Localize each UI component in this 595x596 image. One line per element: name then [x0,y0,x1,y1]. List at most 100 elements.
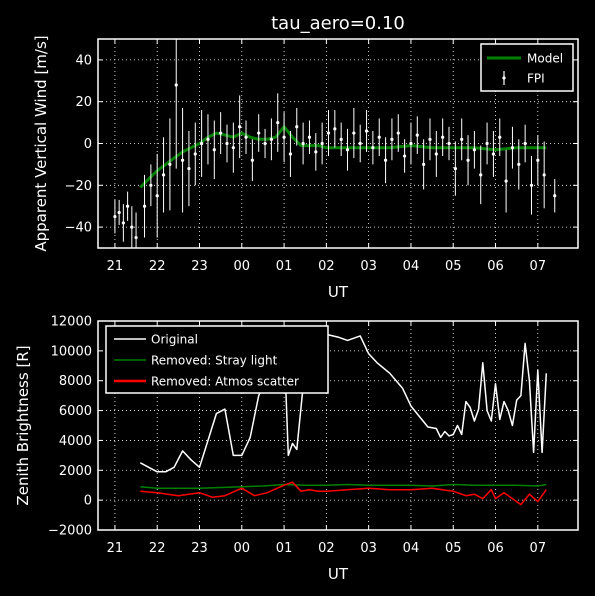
y-tick-label: 20 [75,95,92,110]
fpi-point [161,173,166,177]
x-tick-label: 00 [234,541,251,556]
legend-swatch-fpi-point [502,76,506,80]
fpi-point [250,158,254,162]
x-tick-label: 05 [445,541,462,556]
x-tick-label: 06 [487,259,504,274]
fpi-point [149,183,153,187]
wind-plot: 21 22 23 00 01 02 03 04 05 06 07 −40 −20 0 20 40 UT Appar… [32,13,579,301]
fpi-point [441,135,445,139]
legend-label-0: Original [151,333,198,347]
fpi-point [117,210,121,215]
fpi-point [193,152,197,156]
fpi-point [187,166,191,171]
y-tick-label: 8000 [59,374,92,389]
x-tick-label: 05 [445,259,462,274]
fpi-point [206,137,210,141]
fpi-point [180,158,185,162]
fpi-point [536,158,540,162]
fpi-point [174,83,178,87]
x-tick-label: 21 [107,259,124,274]
x-tick-label: 03 [360,541,377,556]
x-tick-label: 07 [530,541,547,556]
fpi-point [225,141,229,146]
fpi-point [553,194,557,198]
fpi-point [523,141,527,146]
fpi-point [339,137,343,141]
x-tick-label: 04 [403,541,420,556]
y-axis-label: Apparent Vertical Wind [m/s] [32,35,50,251]
fpi-point [447,141,451,146]
fpi-point [282,135,286,139]
x-tick-label: 07 [530,259,547,274]
fpi-point [422,162,426,166]
fpi-point [415,133,419,137]
fpi-point [403,154,407,158]
x-tick-label: 00 [234,259,251,274]
legend-label-fpi: FPI [527,72,545,86]
x-tick-label: 02 [318,541,335,556]
legend-label-2: Removed: Atmos scatter [151,375,299,389]
x-axis-label: UT [328,565,349,583]
fpi-point [371,146,375,150]
fpi-point [244,135,248,139]
fpi-point [200,141,204,146]
data-layer [139,333,548,506]
y-tick-label: −2000 [48,524,92,539]
x-tick-label: 06 [487,541,504,556]
data-layer [113,39,557,248]
legend: Model FPI [480,43,574,92]
x-tick-label: 22 [149,259,166,274]
fpi-point [269,137,273,141]
fpi-point [498,135,502,139]
legend-box [480,43,574,92]
fpi-point [434,152,438,156]
series-line-removed-stray-light [140,483,547,489]
x-axis-label: UT [328,283,349,301]
legend-label-model: Model [527,52,563,66]
fpi-point [314,150,318,154]
series-line-removed-atmos-scatter [140,481,547,506]
fpi-point [301,141,305,146]
fpi-point [383,158,388,162]
legend-label-1: Removed: Stray light [151,354,278,368]
fpi-point [134,235,138,240]
fpi-point [121,221,125,225]
fpi-point [491,152,496,156]
fpi-point [358,141,362,146]
x-tick-label: 21 [107,541,124,556]
x-tick-label: 03 [360,259,377,274]
fpi-point [142,204,147,208]
fpi-point [168,162,172,166]
fpi-point [126,204,130,208]
brightness-plot: 21 22 23 00 01 02 03 04 05 06 07 −2000 0 2000 4000 6000… [14,315,579,583]
x-tick-label: 04 [403,259,420,274]
chart-title: tau_aero=0.10 [271,13,405,34]
fpi-point [263,141,267,146]
fpi-point [276,121,280,125]
axes-frame [97,320,579,531]
fpi-point [485,141,489,146]
fpi-point [345,148,350,152]
fpi-point [479,173,483,177]
fpi-point [212,148,216,152]
fpi-point [257,131,261,135]
x-tick-label: 23 [191,259,208,274]
fpi-point [219,131,223,135]
legend: Original Removed: Stray light Removed: Atm… [105,325,329,394]
x-tick-label: 02 [318,259,335,274]
x-tick-label: 01 [276,259,293,274]
fpi-point [409,141,413,146]
fpi-point [460,137,464,141]
y-axis-label: Zenith Brightness [R] [14,345,32,505]
fpi-point [377,135,381,139]
fpi-point [288,152,293,156]
fpi-point [453,166,457,171]
fpi-point [396,131,400,135]
fpi-point [466,158,470,162]
y-tick-label: 4000 [59,434,92,449]
x-tick-label: 23 [191,541,208,556]
fpi-point [113,215,117,219]
y-tick-label: −20 [65,179,92,194]
y-tick-label: 40 [75,53,92,68]
